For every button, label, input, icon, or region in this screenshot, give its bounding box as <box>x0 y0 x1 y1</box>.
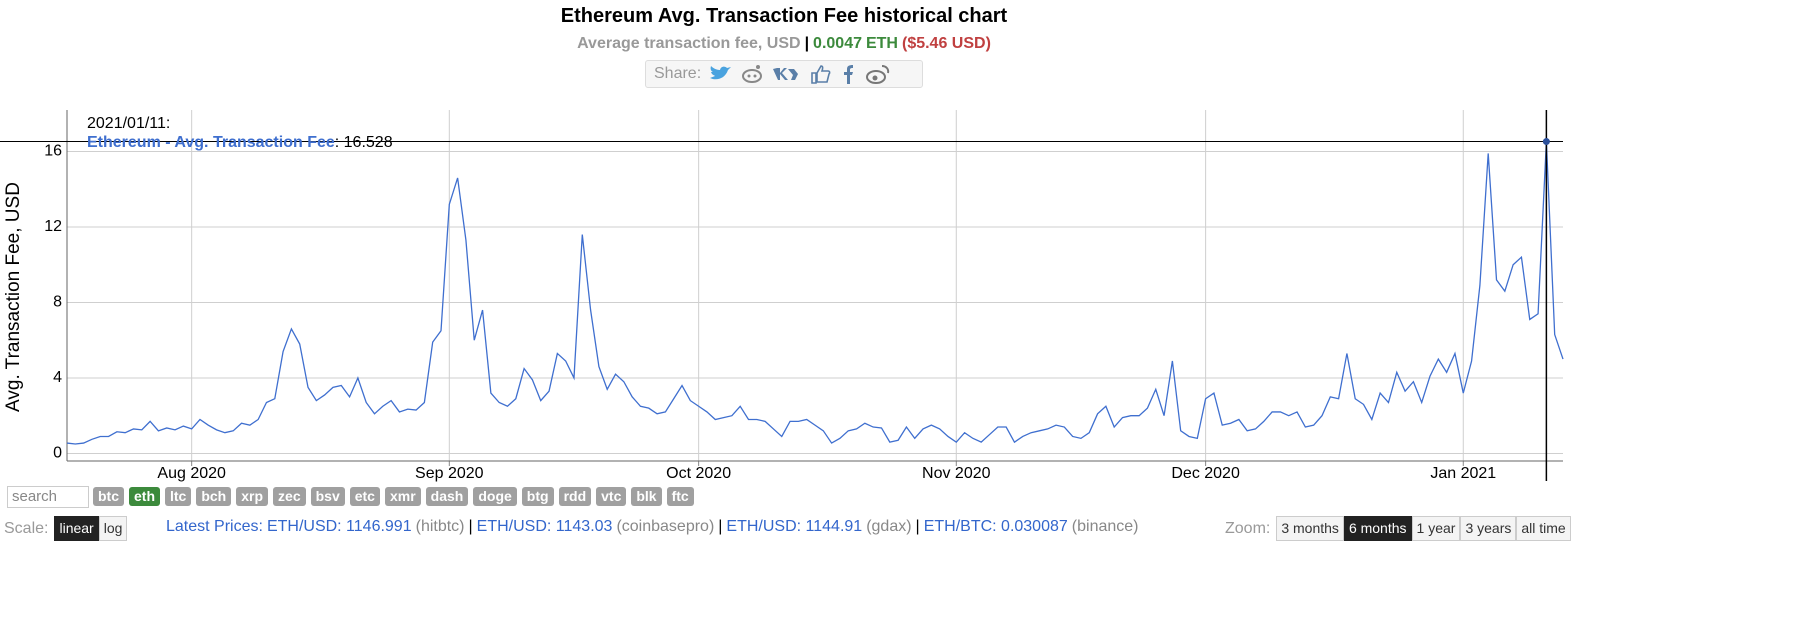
y-axis-label: Avg. Transaction Fee, USD <box>3 182 24 412</box>
scale-button[interactable]: log <box>98 516 128 541</box>
search-box[interactable]: search <box>7 486 89 508</box>
subtitle: Average transaction fee, USD | 0.0047 ETH ($… <box>0 35 1568 53</box>
coin-button[interactable]: xmr <box>384 487 421 506</box>
share-bar: Share: <box>645 60 923 88</box>
page-title: Ethereum Avg. Transaction Fee historical… <box>560 5 1008 27</box>
twitter-icon[interactable] <box>707 63 733 85</box>
y-tick-label: 8 <box>53 294 62 311</box>
scale-button[interactable]: linear <box>54 516 99 541</box>
fee-eth: 0.0047 <box>813 35 862 52</box>
tooltip-separator: : <box>335 134 344 151</box>
price-separator: | <box>468 518 473 535</box>
y-tick-label: 16 <box>44 143 62 160</box>
weibo-icon[interactable] <box>865 63 891 85</box>
x-tick-label: Dec 2020 <box>1171 465 1240 482</box>
scale-label: Scale: <box>4 519 49 537</box>
fee-unit: ETH <box>865 35 898 52</box>
subtitle-label: Average transaction fee, USD <box>577 35 801 52</box>
x-tick-label: Nov 2020 <box>922 465 991 482</box>
coin-button[interactable]: xrp <box>236 487 269 506</box>
coin-button[interactable]: doge <box>473 487 517 506</box>
y-tick-label: 4 <box>53 369 62 386</box>
reddit-icon[interactable] <box>739 63 765 85</box>
price-pair[interactable]: ETH/BTC: 0.030087 <box>923 518 1068 535</box>
price-source: (coinbasepro) <box>616 518 715 535</box>
tooltip-number: 16.528 <box>344 134 393 151</box>
tooltip-series: Ethereum - Avg. Transaction Fee <box>87 134 335 151</box>
y-tick-label: 12 <box>44 218 62 235</box>
zoom-button[interactable]: 1 year <box>1411 516 1461 541</box>
price-source: (gdax) <box>866 518 912 535</box>
price-pair[interactable]: ETH/USD: 1144.91 <box>726 518 863 535</box>
coin-button[interactable]: etc <box>349 487 380 506</box>
price-source: (hitbtc) <box>415 518 465 535</box>
x-tick-label: Aug 2020 <box>157 465 226 482</box>
data-line <box>66 141 1564 445</box>
highlight-point <box>1542 138 1550 146</box>
coin-button[interactable]: rdd <box>558 487 592 506</box>
zoom-button[interactable]: 3 months <box>1276 516 1344 541</box>
coin-button[interactable]: ltc <box>165 487 192 506</box>
tooltip-date: 2021/01/11: <box>87 115 170 132</box>
price-pair[interactable]: ETH/USD: 1143.03 <box>476 518 613 535</box>
x-tick-label: Sep 2020 <box>415 465 484 482</box>
like-icon[interactable] <box>807 63 833 85</box>
coin-button[interactable]: zec <box>273 487 306 506</box>
coin-button[interactable]: blk <box>631 487 662 506</box>
x-tick-label: Jan 2021 <box>1430 465 1496 482</box>
coin-button[interactable]: bch <box>196 487 232 506</box>
scale-controls: Scale: linear log <box>4 516 128 541</box>
zoom-button[interactable]: 6 months <box>1343 516 1412 541</box>
coin-button[interactable]: bsv <box>310 487 345 506</box>
price-source: (binance) <box>1071 518 1139 535</box>
coin-button[interactable]: btc <box>93 487 124 506</box>
x-tick-label: Oct 2020 <box>666 465 731 482</box>
coin-button[interactable]: btg <box>521 487 554 506</box>
coin-button[interactable]: vtc <box>596 487 627 506</box>
price-pair[interactable]: ETH/USD: 1146.991 <box>266 518 412 535</box>
vk-icon[interactable] <box>771 63 801 85</box>
zoom-controls: Zoom: 3 months 6 months 1 year 3 years all ti… <box>1225 516 1571 541</box>
coin-button[interactable]: dash <box>425 487 469 506</box>
tooltip-value: Ethereum - Avg. Transaction Fee: 16.528 <box>87 134 393 151</box>
prices-label: Latest Prices: <box>166 518 263 535</box>
latest-prices: Latest Prices: ETH/USD: 1146.991 (hitbtc) |… <box>166 518 1138 536</box>
price-separator: | <box>718 518 723 535</box>
coin-button[interactable]: eth <box>129 487 160 506</box>
facebook-icon[interactable] <box>839 63 859 85</box>
y-tick-label: 0 <box>53 445 62 462</box>
fee-usd: ($5.46 USD) <box>901 35 991 52</box>
coin-button[interactable]: ftc <box>666 487 694 506</box>
zoom-label: Zoom: <box>1225 519 1271 537</box>
subtitle-separator: | <box>804 35 810 52</box>
price-separator: | <box>915 518 920 535</box>
coin-buttons: btc eth ltc bch xrp zec bsv etc xmr dash doge btg rd… <box>93 487 694 506</box>
zoom-button[interactable]: 3 years <box>1460 516 1517 541</box>
share-label: Share: <box>654 65 702 82</box>
zoom-button[interactable]: all time <box>1516 516 1571 541</box>
chart: Avg. Transaction Fee, USD Aug 2020 Sep 20… <box>0 110 1564 482</box>
